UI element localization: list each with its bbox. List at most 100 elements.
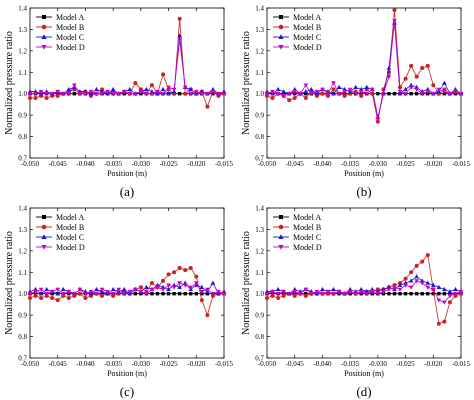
data-point xyxy=(100,293,105,298)
data-point xyxy=(66,86,72,92)
data-point xyxy=(72,292,77,297)
data-point xyxy=(127,86,133,92)
data-point xyxy=(426,292,430,296)
data-point xyxy=(155,285,160,290)
y-tick-label: 0.8 xyxy=(18,333,27,341)
data-point xyxy=(353,92,358,97)
data-point xyxy=(44,292,49,297)
data-point xyxy=(33,289,38,295)
data-point xyxy=(286,92,292,97)
data-point xyxy=(281,289,286,295)
x-tick-label: -0.020 xyxy=(187,160,206,168)
data-point xyxy=(155,292,160,296)
data-point xyxy=(430,92,436,97)
x-axis-label: Position (m) xyxy=(344,369,384,378)
data-point xyxy=(458,92,464,97)
data-point xyxy=(110,286,116,292)
data-point xyxy=(72,92,77,96)
data-point xyxy=(33,92,38,97)
data-point xyxy=(144,292,149,297)
data-point xyxy=(60,92,66,97)
legend-label: Model B xyxy=(293,23,321,32)
data-point xyxy=(94,286,99,292)
data-point xyxy=(265,296,269,300)
data-point xyxy=(403,86,408,92)
y-tick-label: 1.3 xyxy=(255,226,264,234)
data-point xyxy=(44,96,49,100)
legend-label: Model D xyxy=(56,43,85,52)
data-point xyxy=(342,89,347,95)
data-point xyxy=(88,89,94,95)
data-point xyxy=(205,92,210,97)
data-point xyxy=(264,92,270,97)
data-point xyxy=(325,289,331,295)
data-point xyxy=(177,266,182,270)
data-point xyxy=(425,253,430,258)
data-point xyxy=(430,287,436,292)
data-point xyxy=(420,292,424,296)
data-point xyxy=(210,280,216,285)
y-tick-label: 1.0 xyxy=(18,290,27,298)
data-point xyxy=(116,92,121,97)
data-point xyxy=(49,289,55,295)
y-tick-label: 1.3 xyxy=(18,26,27,34)
data-point xyxy=(275,92,281,97)
x-tick-label: -0.025 xyxy=(160,160,179,168)
data-point xyxy=(347,87,353,92)
data-point xyxy=(138,285,143,290)
legend-label: Model D xyxy=(56,243,85,252)
data-point xyxy=(166,85,171,90)
y-tick-label: 0.7 xyxy=(18,155,27,163)
data-point xyxy=(336,289,342,295)
data-point xyxy=(50,296,55,300)
data-point xyxy=(177,92,182,96)
data-point xyxy=(199,298,204,303)
data-point xyxy=(27,292,33,297)
data-point xyxy=(177,33,182,38)
data-point xyxy=(55,287,61,292)
data-point xyxy=(331,87,336,92)
data-point xyxy=(297,92,303,97)
x-tick-label: -0.020 xyxy=(424,160,443,168)
y-tick-label: 0.7 xyxy=(255,355,264,363)
data-point xyxy=(121,89,127,95)
data-point xyxy=(83,296,88,300)
x-tick-label: -0.030 xyxy=(132,360,151,368)
data-point xyxy=(414,292,419,296)
y-axis-label: Normalized pressure ratio xyxy=(4,31,15,135)
data-point xyxy=(121,286,127,292)
y-tick-label: 0.7 xyxy=(255,155,264,163)
data-point xyxy=(221,92,227,97)
data-point xyxy=(275,286,281,292)
data-point xyxy=(60,286,66,292)
data-point xyxy=(370,87,375,92)
data-point xyxy=(303,89,309,94)
data-point xyxy=(447,294,453,299)
data-point xyxy=(55,291,61,296)
data-point xyxy=(375,117,381,122)
data-point xyxy=(392,19,397,24)
data-point xyxy=(376,92,380,96)
y-tick-label: 1.3 xyxy=(18,226,27,234)
data-point xyxy=(183,268,188,273)
data-point xyxy=(336,92,342,97)
data-point xyxy=(221,292,227,297)
data-point xyxy=(430,282,436,287)
plot-frame xyxy=(266,7,462,159)
data-point xyxy=(309,86,314,92)
data-point xyxy=(199,92,205,97)
data-point xyxy=(66,92,72,97)
data-point xyxy=(160,92,166,97)
legend-marker xyxy=(41,24,47,30)
data-point xyxy=(160,287,166,292)
y-tick-label: 0.7 xyxy=(18,355,27,363)
y-tick-label: 1.4 xyxy=(255,205,264,213)
panel-label: (b) xyxy=(356,184,371,199)
x-tick-label: -0.035 xyxy=(341,160,360,168)
data-point xyxy=(194,292,198,296)
x-tick-label: -0.020 xyxy=(424,360,443,368)
data-point xyxy=(447,289,453,294)
data-point xyxy=(172,292,176,296)
chart-panel-b: 0.7 0.8 0.9 1.0 1.1 1.2 1.3 1.4 -0.050 -0.045 -0.0… xyxy=(237,0,474,200)
data-point xyxy=(116,287,121,292)
